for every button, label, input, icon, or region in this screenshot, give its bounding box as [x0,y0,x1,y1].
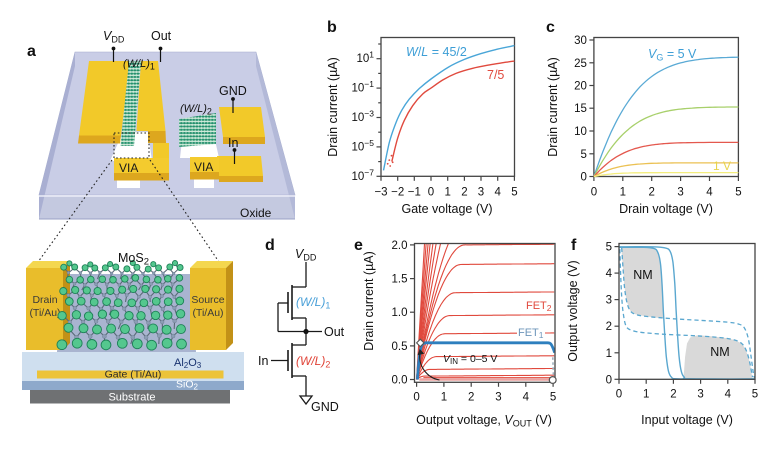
svg-text:4: 4 [494,186,501,198]
svg-text:Oxide: Oxide [240,206,272,220]
svg-text:Out: Out [324,325,345,339]
svg-text:2: 2 [648,187,654,199]
svg-text:In: In [228,136,238,150]
svg-text:5: 5 [511,186,517,198]
svg-text:Substrate: Substrate [108,392,155,404]
svg-text:0: 0 [580,172,586,184]
svg-text:Drain: Drain [32,294,57,306]
svg-text:4: 4 [606,268,613,280]
svg-text:2: 2 [606,321,612,333]
svg-text:b: b [327,19,337,36]
svg-text:Drain current (µA): Drain current (µA) [546,57,560,157]
svg-text:20: 20 [574,81,587,93]
svg-text:3: 3 [606,295,612,307]
svg-text:(W/L)1: (W/L)1 [296,295,330,311]
svg-text:0.0: 0.0 [392,375,408,387]
svg-text:Gate (Ti/Au): Gate (Ti/Au) [105,369,162,381]
svg-text:NM: NM [710,345,729,359]
svg-text:−2: −2 [391,186,404,198]
svg-text:GND: GND [219,84,247,98]
svg-text:30: 30 [574,35,587,47]
svg-text:3: 3 [495,391,501,403]
svg-text:W/L = 45/2: W/L = 45/2 [406,45,467,59]
svg-text:10: 10 [574,126,587,138]
svg-text:(Ti/Au): (Ti/Au) [29,307,60,319]
svg-text:5: 5 [550,391,556,403]
svg-text:1: 1 [643,388,649,400]
svg-text:d: d [265,237,275,254]
svg-text:0: 0 [428,186,434,198]
svg-text:0: 0 [606,374,612,386]
svg-text:7/5: 7/5 [487,68,504,82]
svg-text:(Ti/Au): (Ti/Au) [192,307,223,319]
svg-text:1: 1 [441,391,447,403]
svg-text:2: 2 [468,391,474,403]
svg-text:−3: −3 [374,186,387,198]
svg-text:−1: −1 [408,186,421,198]
svg-text:3: 3 [677,187,683,199]
svg-text:5: 5 [580,149,586,161]
svg-text:5: 5 [735,187,741,199]
svg-text:0: 0 [616,388,622,400]
svg-text:0: 0 [413,391,419,403]
svg-text:1: 1 [606,348,612,360]
svg-text:Output voltage (V): Output voltage (V) [566,260,580,361]
svg-text:In: In [258,354,268,368]
svg-text:1: 1 [620,187,626,199]
svg-text:Source: Source [191,294,224,306]
svg-text:a: a [27,43,36,60]
svg-text:Drain current (µA): Drain current (µA) [326,57,340,157]
svg-text:Gate voltage (V): Gate voltage (V) [401,202,492,216]
svg-text:2: 2 [670,388,676,400]
svg-text:NM: NM [633,268,652,282]
svg-text:Drain current (µA): Drain current (µA) [362,251,376,351]
svg-text:2: 2 [461,186,467,198]
svg-text:Input voltage (V): Input voltage (V) [641,413,733,427]
svg-text:1.5: 1.5 [392,274,408,286]
svg-text:1: 1 [444,186,450,198]
svg-text:2.0: 2.0 [392,240,408,252]
svg-text:5: 5 [606,242,612,254]
svg-text:4: 4 [706,187,713,199]
svg-text:0: 0 [591,187,597,199]
svg-text:Drain voltage (V): Drain voltage (V) [619,202,713,216]
svg-text:25: 25 [574,58,587,70]
svg-text:4: 4 [725,388,732,400]
svg-text:Out: Out [151,29,172,43]
svg-text:15: 15 [574,103,587,115]
svg-text:c: c [546,19,555,36]
svg-text:VG = 5 V: VG = 5 V [648,47,697,63]
svg-text:GND: GND [311,400,339,414]
svg-text:3: 3 [697,388,703,400]
svg-text:(W/L)2: (W/L)2 [296,354,330,370]
svg-text:1 V: 1 V [713,159,731,173]
svg-text:4: 4 [523,391,530,403]
svg-text:Output voltage, VOUT (V): Output voltage, VOUT (V) [416,413,552,429]
svg-text:0.5: 0.5 [392,341,408,353]
svg-text:f: f [571,237,577,254]
svg-text:1.0: 1.0 [392,307,408,319]
svg-text:5: 5 [752,388,758,400]
svg-text:3: 3 [478,186,484,198]
svg-text:VIA: VIA [119,161,138,175]
svg-text:VIA: VIA [194,160,213,174]
